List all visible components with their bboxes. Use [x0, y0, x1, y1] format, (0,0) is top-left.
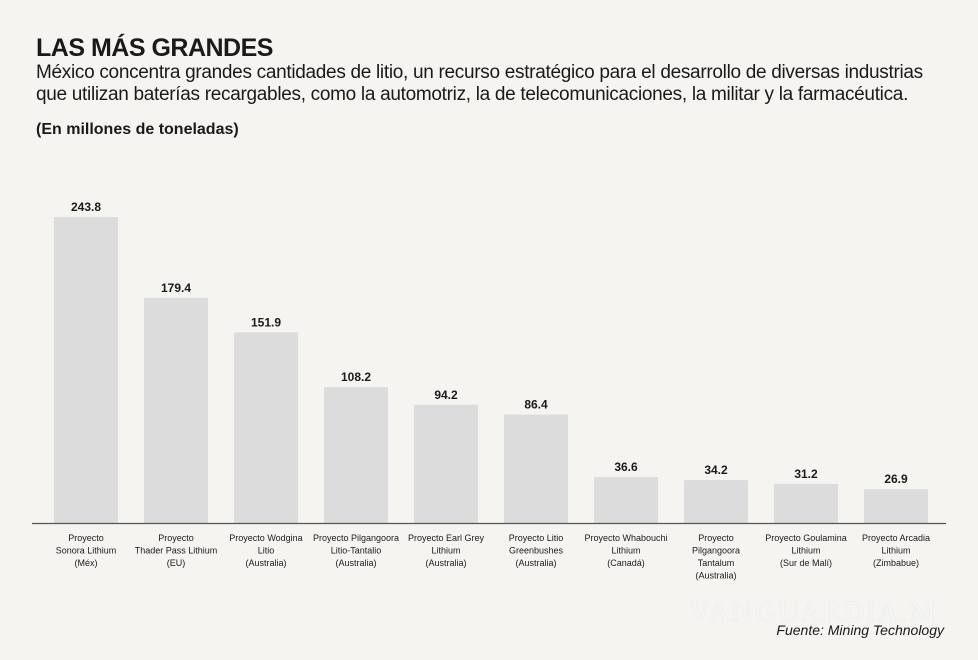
bar-2 [144, 297, 208, 523]
value-label-7: 36.6 [614, 460, 638, 474]
category-label-3: Proyecto Wodgina Litio (Australia) [229, 533, 302, 568]
bar-5 [414, 404, 478, 523]
bar-8 [684, 480, 748, 523]
chart-title: LAS MÁS GRANDES [36, 34, 273, 62]
value-label-9: 31.2 [794, 467, 818, 481]
category-label-10: Proyecto Arcadia Lithium (Zimbabue) [862, 533, 930, 568]
value-label-5: 94.2 [434, 388, 458, 402]
bar-7 [594, 477, 658, 523]
category-label-9: Proyecto Goulamina Lithium (Sur de Malí) [765, 533, 847, 568]
value-label-6: 86.4 [524, 398, 548, 412]
bar-1 [54, 217, 118, 523]
bar-10 [864, 489, 928, 523]
value-label-3: 151.9 [251, 315, 281, 329]
source-note: Fuente: Mining Technology [776, 622, 944, 638]
watermark-logo: VANGUARDIA.M [690, 598, 938, 628]
unit-label: (En millones de toneladas) [36, 121, 239, 138]
bar-3 [234, 332, 298, 523]
category-label-4: Proyecto Pilgangoora Litio-Tantalio (Austr… [313, 533, 399, 568]
value-label-4: 108.2 [341, 370, 371, 384]
category-label-8: Proyecto Pilgangoora Tantalum (Australia) [692, 533, 740, 581]
value-label-1: 243.8 [71, 200, 101, 214]
value-label-2: 179.4 [161, 281, 191, 295]
value-label-10: 26.9 [884, 472, 908, 486]
category-label-1: Proyecto Sonora Lithium (Méx) [56, 533, 117, 568]
bar-4 [324, 387, 388, 523]
bar-9 [774, 483, 838, 523]
category-label-5: Proyecto Earl Grey Lithium (Australia) [408, 533, 485, 568]
category-label-7: Proyecto Whabouchi Lithium (Canadá) [584, 533, 667, 568]
chart-subtitle: México concentra grandes cantidades de l… [36, 62, 923, 105]
category-label-2: Proyecto Thader Pass Lithium (EU) [135, 533, 218, 568]
category-label-6: Proyecto Litio Greenbushes (Australia) [509, 533, 564, 568]
value-label-8: 34.2 [704, 463, 728, 477]
bar-6 [504, 414, 568, 523]
